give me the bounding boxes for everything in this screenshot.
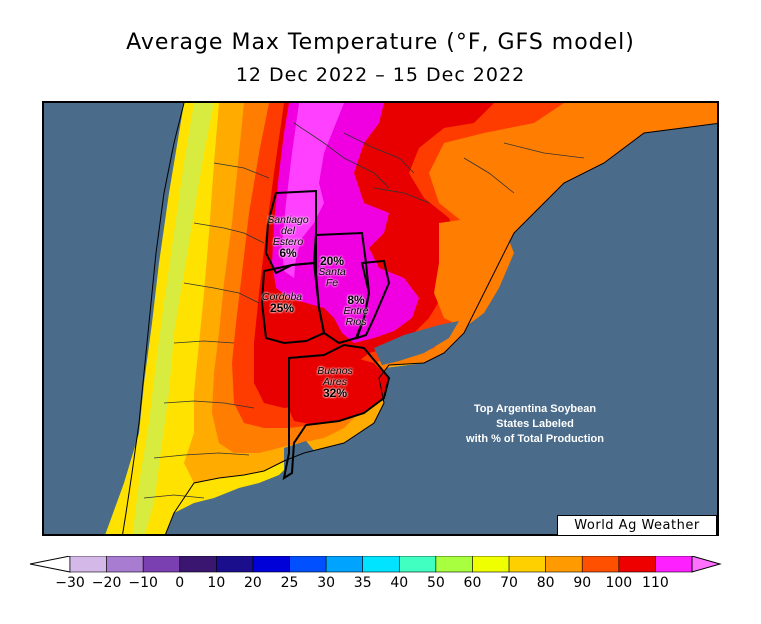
- map-subtitle: 12 Dec 2022 – 15 Dec 2022: [235, 64, 526, 86]
- colorbar-tick-label: 25: [280, 575, 299, 591]
- colorbar-swatch: [142, 556, 181, 573]
- land-uruguay: [434, 218, 514, 328]
- map-annotation: Top Argentina Soybean States Labeled wit…: [430, 402, 640, 447]
- annotation-line: States Labeled: [496, 418, 574, 430]
- colorbar-swatch: [472, 556, 510, 573]
- land-buenos-aires: [284, 355, 389, 425]
- colorbar-tick-label: 40: [390, 575, 409, 591]
- colorbar-swatch: [545, 556, 583, 573]
- province-borders: [143, 122, 585, 499]
- state-name-line: del: [280, 225, 295, 237]
- credit-label: World Ag Weather: [557, 515, 717, 536]
- map-graphic: [44, 103, 717, 534]
- colorbar-tick-label: −20: [91, 575, 122, 591]
- colorbar-tick-label: 60: [463, 575, 482, 591]
- state-label-entre-rios: 8% Entre Rios: [336, 293, 376, 328]
- state-percent: 25%: [269, 301, 295, 315]
- annotation-line: Top Argentina Soybean: [473, 403, 597, 415]
- colorbar-tick-label: 80: [536, 575, 555, 591]
- land-andes-cool: [132, 103, 214, 534]
- state-name-line: Cordoba: [261, 291, 303, 303]
- colorbar-swatch: [508, 556, 546, 573]
- colorbar-tick-label: 35: [353, 575, 372, 591]
- state-percent: 20%: [319, 254, 345, 268]
- colorbar-tick-label: −30: [55, 575, 85, 591]
- colorbar-swatch: [655, 556, 693, 573]
- colorbar: [29, 556, 722, 573]
- state-name-line: Estero: [272, 236, 304, 248]
- state-label-cordoba: Cordoba 25%: [252, 291, 312, 315]
- state-name-line: Santiago: [267, 214, 309, 226]
- colorbar-tick-label: 30: [317, 575, 336, 591]
- state-label-buenos-aires: Buenos Aires 32%: [305, 365, 365, 400]
- coastline: [165, 123, 717, 534]
- colorbar-swatch: [581, 556, 620, 573]
- outline-entre-rios: [355, 259, 391, 340]
- colorbar-tick-label: 10: [207, 575, 226, 591]
- chile-coast: [122, 103, 185, 534]
- colorbar-swatch: [289, 556, 327, 573]
- colorbar-swatch: [106, 556, 144, 573]
- outline-buenos-aires: [282, 343, 391, 481]
- colorbar-swatch: [435, 556, 473, 573]
- state-percent: 6%: [279, 246, 297, 260]
- colorbar-swatch: [216, 556, 254, 573]
- colorbar-tick-label: 0: [175, 575, 185, 591]
- colorbar-under-triangle: [29, 556, 71, 573]
- state-name-line: Buenos: [317, 365, 353, 377]
- state-name-line: Rios: [345, 316, 367, 328]
- colorbar-tick-label: 90: [573, 575, 592, 591]
- state-label-santa-fe: 20% Santa Fe: [309, 254, 355, 289]
- state-percent: 32%: [322, 386, 348, 400]
- pacific-ocean: [44, 103, 184, 534]
- colorbar-swatch: [69, 556, 107, 573]
- colorbar-over-triangle: [691, 556, 722, 573]
- colorbar-tick-label: 110: [642, 575, 669, 591]
- state-name-line: Entre: [343, 305, 369, 317]
- colorbar-swatch: [252, 556, 290, 573]
- map-title: Average Max Temperature (°F, GFS model): [126, 30, 635, 55]
- colorbar-swatch: [362, 556, 400, 573]
- colorbar-swatch: [179, 556, 217, 573]
- state-name-line: Santa: [318, 266, 346, 278]
- rio-de-la-plata: [374, 321, 459, 365]
- state-percent: 8%: [347, 293, 365, 307]
- colorbar-tick-label: 50: [426, 575, 445, 591]
- state-name-line: Aires: [323, 376, 347, 388]
- colorbar-swatch: [325, 556, 364, 573]
- colorbar-tick-label: 20: [244, 575, 262, 591]
- colorbar-swatch: [398, 556, 437, 573]
- annotation-line: with % of Total Production: [466, 433, 604, 445]
- state-name-line: Fe: [325, 277, 339, 289]
- state-label-santiago-del-estero: Santiago del Estero 6%: [258, 214, 318, 260]
- colorbar-tick-label: −10: [128, 575, 158, 591]
- outline-cordoba: [260, 261, 326, 345]
- soybean-states: [260, 189, 391, 481]
- colorbar-tick-label: 70: [500, 575, 518, 591]
- temperature-map: [42, 101, 719, 536]
- colorbar-tick-label: 100: [605, 575, 633, 591]
- colorbar-swatch: [618, 556, 656, 573]
